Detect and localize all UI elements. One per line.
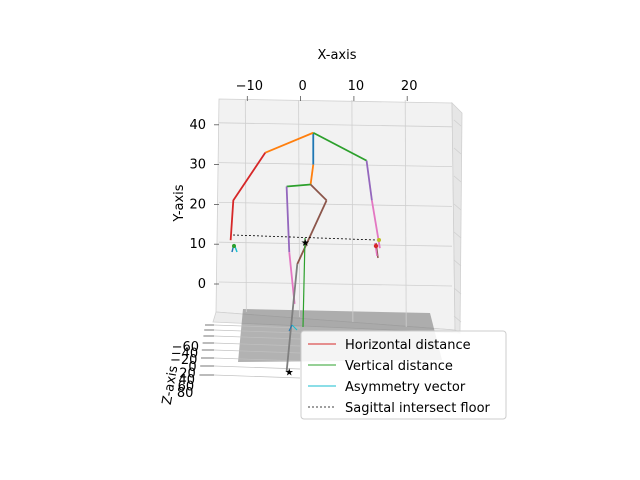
side-grid-line (453, 315, 462, 323)
z-tick-label: 40 (178, 373, 195, 388)
x-tick-label: −10 (236, 79, 263, 94)
star-markers: ★★ (285, 238, 310, 378)
floor-grid-lines (213, 324, 301, 379)
y-tick-label: 10 (189, 237, 206, 252)
x-grid-line (404, 99, 407, 328)
side-grid-line (453, 259, 462, 267)
star-marker: ★ (285, 368, 294, 379)
y-tick-label: 0 (198, 277, 206, 292)
z-tick-label: 0 (188, 360, 196, 375)
skeleton-segment (309, 164, 315, 185)
legend-box (300, 330, 507, 420)
x-grid-line (351, 99, 354, 323)
z-grid-line (213, 357, 301, 362)
side-grid-line (453, 287, 462, 295)
x-grid-line (298, 99, 301, 318)
side-grid-lines (453, 119, 462, 323)
x-grid-line (244, 99, 247, 313)
legend-label: Vertical distance (345, 359, 453, 374)
skeleton-segment (285, 264, 299, 372)
x-tick-label: 10 (348, 79, 365, 94)
z-grid-line (213, 365, 301, 370)
star-marker: ★ (301, 238, 310, 249)
vertical-distance-line (302, 237, 306, 328)
x-tick-label: 20 (401, 79, 418, 94)
side-grid-line (453, 147, 462, 155)
skeleton-segment (365, 160, 373, 201)
z-grid-line (213, 349, 301, 354)
z-tick-label: 80 (177, 386, 194, 401)
skeleton-segment (229, 152, 267, 241)
y-tick-label: 40 (189, 118, 206, 133)
skeleton-segment (285, 186, 291, 253)
legend-label: Horizontal distance (345, 338, 471, 353)
y-tick-label: 20 (189, 197, 206, 212)
z-grid-line (213, 374, 301, 379)
foot-cluster (288, 324, 298, 332)
grid-lines (218, 99, 453, 328)
skeleton-segment (309, 183, 328, 202)
z-tick-label: 20 (179, 366, 196, 381)
skeleton-segment (312, 131, 367, 162)
side-grid-line (453, 231, 462, 239)
skeleton-segment (264, 131, 314, 154)
side-grid-line (453, 175, 462, 183)
z-grid-line (213, 342, 301, 347)
side-grid-line (453, 119, 462, 127)
skeleton-lines (229, 131, 381, 372)
y-axis-label: Y-axis (172, 184, 187, 222)
back-pane (215, 98, 456, 331)
x-tick-label: 0 (298, 79, 306, 94)
legend: Horizontal distance Vertical distance Asym… (300, 330, 507, 420)
y-grid-line (218, 122, 453, 128)
sagittal-intersect-line (232, 234, 378, 241)
y-tick-labels: 40 30 20 10 0 (189, 118, 219, 292)
x-tick-labels: −10 0 10 20 (236, 79, 418, 101)
x-axis-label: X-axis (318, 48, 357, 63)
z-axis-label: Z-axis (160, 364, 182, 406)
y-grid-line (218, 281, 453, 287)
y-grid-line (218, 241, 453, 247)
z-grid-line (213, 335, 301, 340)
side-grid-line (453, 203, 462, 211)
y-tick-label: 30 (189, 158, 206, 173)
skeleton-segment (286, 183, 311, 188)
legend-label: Asymmetry vector (345, 380, 466, 395)
z-grid-line (213, 329, 301, 334)
z-tick-label: −60 (172, 340, 199, 355)
z-tick-label: 60 (178, 380, 195, 395)
legend-label: Sagittal intersect floor (345, 401, 491, 416)
z-grid-line (213, 324, 301, 329)
z-tick-label: −20 (170, 353, 197, 368)
skeleton-segment (296, 200, 328, 265)
y-grid-line (218, 202, 453, 207)
left-hand-cluster (231, 243, 238, 253)
z-tick-label: −40 (171, 347, 198, 362)
right-hand-cluster (373, 238, 381, 259)
